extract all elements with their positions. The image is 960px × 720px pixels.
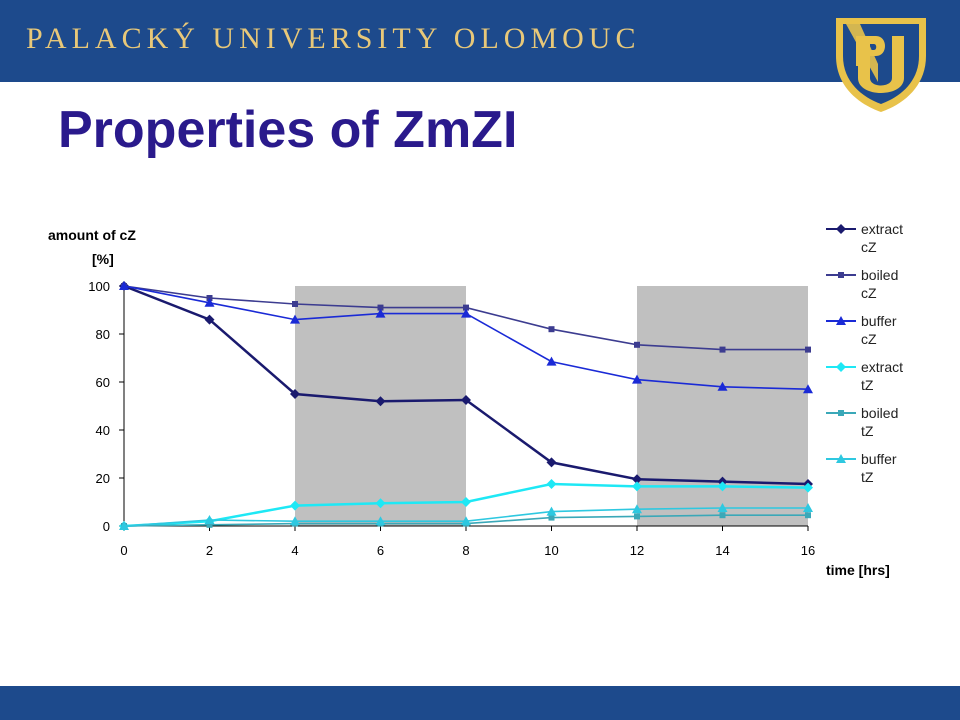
slide-title: Properties of ZmZI <box>58 101 518 159</box>
legend-swatch-marker <box>836 362 846 372</box>
legend-item-4: extract tZ <box>826 359 903 393</box>
legend-swatch-marker <box>836 454 846 463</box>
data-point <box>206 521 213 528</box>
y-tick-label: 20 <box>96 471 110 486</box>
series-6 <box>119 503 813 530</box>
data-point <box>290 516 300 526</box>
data-point <box>546 356 557 366</box>
x-tick-label: 10 <box>544 543 558 558</box>
data-point <box>546 479 557 489</box>
data-point <box>632 481 642 492</box>
legend-label: cZ <box>861 331 877 347</box>
data-point <box>803 384 813 394</box>
data-point <box>375 498 386 509</box>
legend-label: buffer <box>861 313 897 329</box>
legend-item-1: extract cZ <box>826 221 903 255</box>
data-point <box>546 506 557 516</box>
legend-swatch-marker <box>838 410 844 416</box>
data-point <box>204 314 215 325</box>
legend-swatch-marker <box>838 272 844 278</box>
x-tick-label: 0 <box>120 543 127 558</box>
legend-label: tZ <box>861 469 874 485</box>
data-point <box>375 516 386 526</box>
x-tick-label: 14 <box>715 543 729 558</box>
data-point <box>290 314 300 324</box>
data-point <box>632 504 642 514</box>
data-point <box>548 326 555 333</box>
x-tick-label: 12 <box>630 543 644 558</box>
legend-label: boiled <box>861 405 898 421</box>
university-name: PALACKÝ UNIVERSITY OLOMOUC <box>26 22 641 55</box>
data-point <box>634 341 640 348</box>
data-point <box>548 514 555 521</box>
data-point <box>717 381 728 391</box>
data-point <box>204 297 215 307</box>
data-point <box>375 396 386 407</box>
legend-label: tZ <box>861 377 874 393</box>
data-point <box>461 516 471 526</box>
legend-item-2: boiled cZ <box>826 267 898 301</box>
data-point <box>377 304 384 311</box>
data-point <box>805 346 811 353</box>
y-tick-label: 100 <box>88 279 110 294</box>
series-3 <box>119 281 813 394</box>
legend-label: cZ <box>861 285 877 301</box>
x-tick-label: 16 <box>801 543 815 558</box>
legend-label: cZ <box>861 239 877 255</box>
legend-swatch-marker <box>836 224 846 234</box>
y-tick-label: 0 <box>103 519 110 534</box>
data-point <box>717 503 728 512</box>
legend-label: boiled <box>861 267 898 283</box>
x-tick-label: 6 <box>377 543 384 558</box>
data-point <box>463 304 469 311</box>
data-point <box>204 515 215 524</box>
data-point <box>292 301 298 307</box>
data-point <box>119 521 129 530</box>
data-point <box>634 513 640 520</box>
data-point <box>119 281 129 290</box>
x-axis-title: time [hrs] <box>826 562 890 578</box>
data-point <box>290 500 300 511</box>
y-axis-unit: [%] <box>92 251 114 267</box>
data-point <box>719 346 726 353</box>
y-axis-title: amount of cZ <box>48 227 136 243</box>
legend-swatch-marker <box>836 316 846 325</box>
data-point <box>546 457 557 468</box>
data-point <box>717 481 728 492</box>
data-point <box>632 474 642 485</box>
legend-item-5: boiled tZ <box>826 405 898 439</box>
data-point <box>461 497 471 507</box>
data-point <box>375 308 386 318</box>
data-point <box>290 389 300 399</box>
x-tick-label: 8 <box>462 543 469 558</box>
legend-item-6: buffer tZ <box>826 451 897 485</box>
legend-item-3: buffer cZ <box>826 313 897 347</box>
x-tick-label: 2 <box>206 543 213 558</box>
data-point <box>461 308 471 318</box>
legend-label: extract <box>861 359 903 375</box>
x-tick-label: 4 <box>291 543 298 558</box>
y-tick-label: 60 <box>96 375 110 390</box>
data-point <box>803 503 813 512</box>
data-point <box>805 512 811 519</box>
university-crest-icon <box>836 18 926 112</box>
header-bar: PALACKÝ UNIVERSITY OLOMOUC <box>0 0 960 82</box>
legend-label: buffer <box>861 451 897 467</box>
data-point <box>719 512 726 519</box>
legend-label: tZ <box>861 423 874 439</box>
data-point <box>461 395 471 405</box>
y-tick-label: 40 <box>96 423 110 438</box>
data-point <box>803 482 813 493</box>
y-tick-label: 80 <box>96 327 110 342</box>
footer-bar <box>0 686 960 720</box>
data-point <box>632 374 642 384</box>
legend-label: extract <box>861 221 903 237</box>
